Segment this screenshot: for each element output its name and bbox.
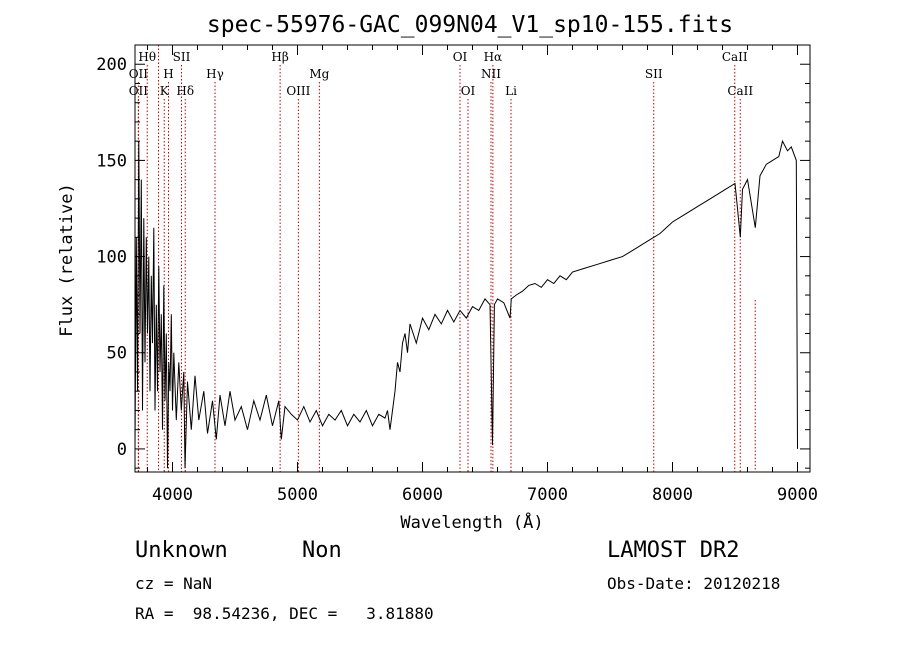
line-marker-label: SII: [645, 67, 663, 81]
y-tick-label: 200: [96, 55, 127, 75]
object-class: Unknown: [135, 538, 228, 563]
y-tick-label: 150: [96, 151, 127, 171]
y-tick-label: 0: [117, 440, 127, 460]
chart-title: spec-55976-GAC_099N04_V1_sp10-155.fits: [207, 12, 733, 38]
line-marker-label: OII: [129, 67, 149, 81]
spectrum-line: [134, 139, 798, 469]
line-marker-label: H: [163, 67, 173, 81]
line-marker-label: NII: [481, 67, 501, 81]
line-marker-label: Hθ: [138, 50, 156, 64]
line-marker-label: K: [160, 84, 170, 98]
observation-date: Obs-Date: 20120218: [607, 574, 781, 593]
axis-ticks: 4000 5000 6000 7000 8000 9000 0 50 100 150 200: [96, 44, 818, 505]
y-tick-label: 50: [107, 344, 127, 364]
line-marker-label: SII: [173, 50, 191, 64]
redshift-value: cz = NaN: [135, 574, 213, 593]
x-tick-label: 9000: [777, 485, 818, 505]
line-marker-label: OIII: [286, 84, 310, 98]
line-marker-label: Hγ: [206, 67, 224, 81]
line-marker-label: OI: [453, 50, 468, 64]
line-marker-label: OI: [461, 84, 476, 98]
plot-frame: [134, 44, 811, 473]
x-tick-label: 6000: [402, 485, 443, 505]
survey-name: LAMOST DR2: [607, 538, 740, 563]
line-marker-label: Li: [505, 84, 517, 98]
line-marker-label: CaII: [727, 84, 753, 98]
y-axis-label: Flux (relative): [57, 183, 77, 337]
line-marker-label: OII: [129, 84, 149, 98]
line-marker-label: Hα: [484, 50, 503, 64]
x-axis-label: Wavelength (Å): [400, 511, 543, 533]
line-markers: Hθ OII OII HK SII Hδ Hγ Hβ OIII Mg OI OI Hα NII Li SII C…: [129, 45, 756, 472]
line-marker-label: Mg: [309, 67, 329, 81]
object-subclass: Non: [302, 538, 342, 563]
line-marker-label: Hδ: [176, 84, 194, 98]
coordinates: RA = 98.54236, DEC = 3.81880: [135, 604, 434, 623]
line-marker-label: Hβ: [271, 50, 288, 64]
x-tick-label: 5000: [277, 485, 318, 505]
y-tick-label: 100: [96, 248, 127, 268]
x-tick-label: 4000: [152, 485, 193, 505]
line-marker-label: CaII: [722, 50, 748, 64]
x-tick-label: 8000: [652, 485, 693, 505]
x-tick-label: 7000: [527, 485, 568, 505]
